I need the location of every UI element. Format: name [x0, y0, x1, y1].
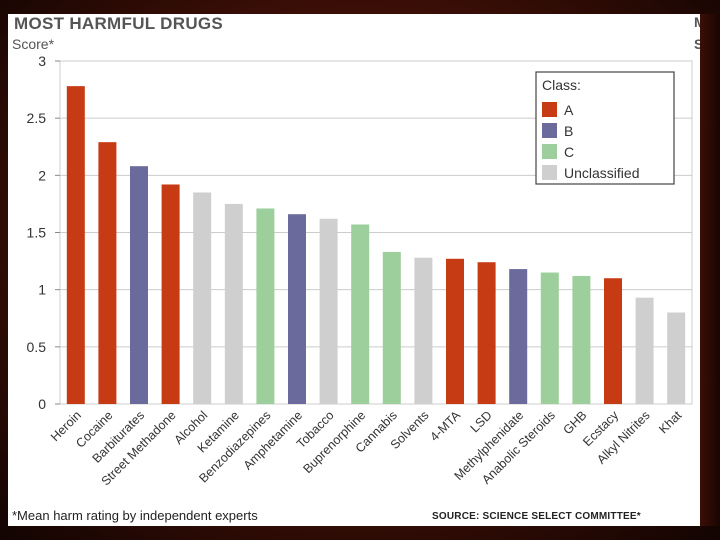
bar-solvents	[414, 257, 433, 404]
bar-heroin	[66, 86, 85, 405]
bar-chart: 00.511.522.53HeroinCocaineBarbituratesSt…	[27, 53, 693, 488]
bar-amphetamine	[288, 214, 306, 404]
bar-barbiturates	[130, 166, 148, 404]
legend-swatch-b	[542, 123, 557, 138]
legend-label-a: A	[564, 102, 574, 118]
legend-label-b: B	[564, 123, 573, 139]
chart-footnote: *Mean harm rating by independent experts	[12, 508, 258, 523]
slide-decoration	[700, 14, 720, 526]
slide-card: MOST HARMFUL DRUGS Score* 0 0.5 1 1.5 2 2.5 3 H…	[8, 14, 700, 526]
bar-alcohol	[193, 192, 212, 404]
y-tick-label: 0	[38, 396, 46, 412]
legend-swatch-unclassified	[542, 165, 557, 180]
y-tick-label: 2	[38, 167, 46, 183]
bar-tobacco	[319, 218, 338, 404]
x-category-label: 4-MTA	[427, 408, 463, 444]
x-category-label: Khat	[656, 408, 684, 436]
chart-source: SOURCE: SCIENCE SELECT COMMITTEE*	[432, 511, 641, 522]
cropped-edge-letter-top: M	[694, 14, 700, 30]
y-tick-label: 1.5	[27, 225, 47, 241]
y-tick-label: 1	[38, 282, 46, 298]
legend-box	[535, 71, 675, 185]
legend-swatch-a	[542, 102, 557, 117]
y-axis-unit-label: Score*	[12, 36, 55, 52]
bar-benzodiazepines	[256, 208, 275, 404]
legend-label-c: C	[564, 144, 574, 160]
cropped-edge-letter-second: S	[694, 36, 700, 52]
bar-ecstacy	[604, 278, 622, 404]
x-category-label: LSD	[468, 408, 495, 435]
bar-ketamine	[224, 203, 243, 404]
bar-alkyl-nitrites	[635, 297, 654, 404]
legend-title: Class:	[542, 77, 581, 93]
bar-anabolic-steroids	[540, 272, 559, 404]
y-tick-label: 0.5	[27, 339, 47, 355]
bar-4-mta	[446, 258, 464, 404]
bar-khat	[667, 312, 686, 404]
chart-title: MOST HARMFUL DRUGS	[14, 14, 224, 33]
bar-street-methadone	[161, 184, 180, 404]
bar-methylphenidate	[509, 269, 528, 404]
bar-cocaine	[98, 142, 117, 404]
y-tick-label: 2.5	[27, 110, 47, 126]
legend-label-unclassified: Unclassified	[564, 165, 639, 181]
bar-cannabis	[382, 251, 401, 404]
legend-swatch-c	[542, 144, 557, 159]
bar-ghb	[572, 275, 591, 404]
bar-buprenorphine	[351, 224, 370, 404]
y-tick-label: 3	[38, 53, 46, 69]
bar-lsd	[477, 262, 496, 404]
